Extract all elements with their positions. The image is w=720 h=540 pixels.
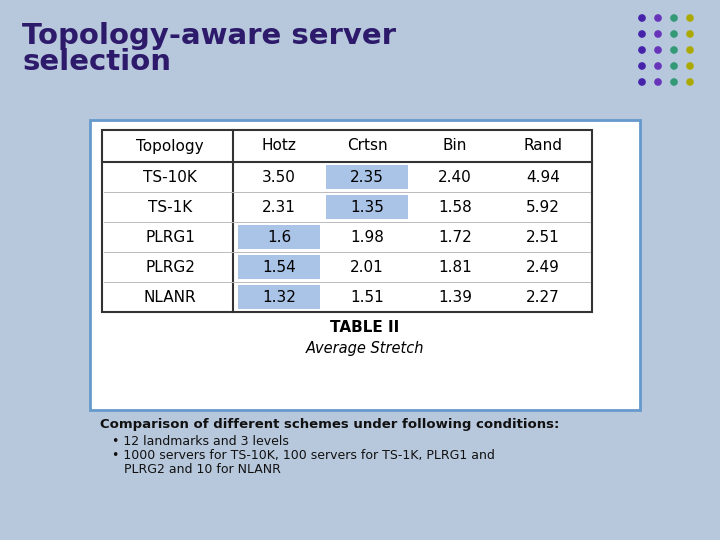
Circle shape — [655, 63, 661, 69]
Circle shape — [687, 47, 693, 53]
Bar — [326, 195, 408, 219]
Bar — [238, 285, 320, 309]
Circle shape — [671, 31, 677, 37]
Text: • 12 landmarks and 3 levels: • 12 landmarks and 3 levels — [112, 435, 289, 448]
Circle shape — [639, 63, 645, 69]
Bar — [102, 130, 592, 312]
Text: 1.98: 1.98 — [350, 230, 384, 245]
Circle shape — [671, 79, 677, 85]
Circle shape — [655, 15, 661, 21]
Circle shape — [687, 63, 693, 69]
Text: Comparison of different schemes under following conditions:: Comparison of different schemes under fo… — [100, 418, 559, 431]
Text: Hotz: Hotz — [261, 138, 297, 153]
Circle shape — [671, 63, 677, 69]
Text: TS-10K: TS-10K — [143, 170, 197, 185]
Text: PLRG1: PLRG1 — [145, 230, 195, 245]
Text: 1.72: 1.72 — [438, 230, 472, 245]
Text: 1.32: 1.32 — [262, 289, 296, 305]
Text: Topology: Topology — [136, 138, 204, 153]
Text: TABLE II: TABLE II — [330, 321, 400, 335]
Text: NLANR: NLANR — [144, 289, 197, 305]
Text: 1.54: 1.54 — [262, 260, 296, 274]
Text: 2.40: 2.40 — [438, 170, 472, 185]
Bar — [326, 165, 408, 189]
Bar — [90, 120, 640, 410]
Text: 2.51: 2.51 — [526, 230, 560, 245]
Circle shape — [655, 79, 661, 85]
Text: 2.31: 2.31 — [262, 199, 296, 214]
Circle shape — [655, 47, 661, 53]
Circle shape — [639, 47, 645, 53]
Circle shape — [639, 15, 645, 21]
Circle shape — [687, 31, 693, 37]
Text: 2.35: 2.35 — [350, 170, 384, 185]
Text: selection: selection — [22, 48, 171, 76]
Circle shape — [671, 15, 677, 21]
Text: 2.49: 2.49 — [526, 260, 560, 274]
Text: TS-1K: TS-1K — [148, 199, 192, 214]
Text: PLRG2: PLRG2 — [145, 260, 195, 274]
Circle shape — [687, 15, 693, 21]
Bar — [238, 255, 320, 279]
Text: 4.94: 4.94 — [526, 170, 560, 185]
Circle shape — [671, 47, 677, 53]
Text: 3.50: 3.50 — [262, 170, 296, 185]
Text: 5.92: 5.92 — [526, 199, 560, 214]
Text: 2.27: 2.27 — [526, 289, 560, 305]
Text: 1.39: 1.39 — [438, 289, 472, 305]
Text: 1.81: 1.81 — [438, 260, 472, 274]
Text: 1.51: 1.51 — [350, 289, 384, 305]
Text: • 1000 servers for TS-10K, 100 servers for TS-1K, PLRG1 and: • 1000 servers for TS-10K, 100 servers f… — [112, 449, 495, 462]
Circle shape — [655, 31, 661, 37]
Text: Average Stretch: Average Stretch — [306, 341, 424, 355]
Text: Bin: Bin — [443, 138, 467, 153]
Circle shape — [639, 79, 645, 85]
Bar — [238, 225, 320, 249]
Text: 1.6: 1.6 — [267, 230, 291, 245]
Circle shape — [639, 31, 645, 37]
Text: Crtsn: Crtsn — [347, 138, 387, 153]
Text: 2.01: 2.01 — [350, 260, 384, 274]
Text: Rand: Rand — [523, 138, 562, 153]
Text: 1.58: 1.58 — [438, 199, 472, 214]
Text: PLRG2 and 10 for NLANR: PLRG2 and 10 for NLANR — [124, 463, 281, 476]
Text: 1.35: 1.35 — [350, 199, 384, 214]
Text: Topology-aware server: Topology-aware server — [22, 22, 396, 50]
Circle shape — [687, 79, 693, 85]
